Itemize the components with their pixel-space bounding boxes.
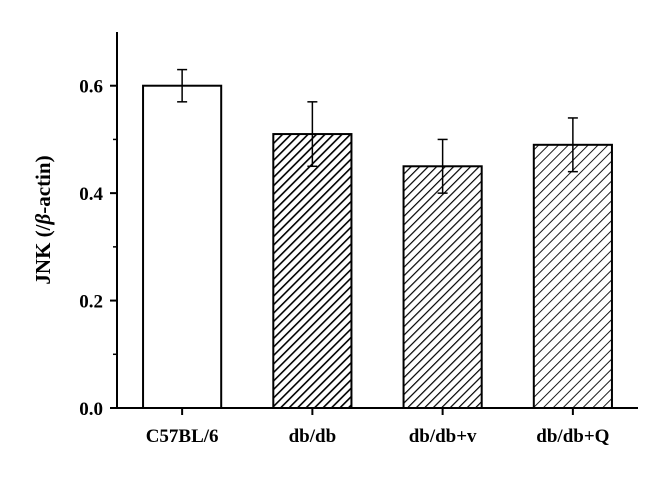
bar [532,143,613,410]
y-axis-title: JNK (/β-actin) [31,155,55,284]
x-tick-label: db/db [289,426,337,447]
y-tick-label: 0.0 [79,399,103,420]
bar [272,133,353,410]
bars [142,84,613,410]
x-tick-label: db/db+v [409,426,477,447]
x-tick-label: db/db+Q [536,426,609,447]
x-ticks: C57BL/6 db/db db/db+v db/db+Q [146,408,609,447]
y-ticks: 0.0 0.2 0.4 0.6 [79,77,117,420]
bar [402,165,483,409]
y-tick-label: 0.4 [79,184,103,205]
y-tick-label: 0.2 [79,292,103,313]
bar [142,84,223,409]
y-tick-label: 0.6 [79,77,103,98]
x-tick-label: C57BL/6 [146,426,219,447]
error-bars [177,68,578,194]
